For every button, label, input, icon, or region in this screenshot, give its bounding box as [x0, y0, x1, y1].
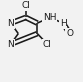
- Text: H: H: [60, 19, 66, 28]
- Text: N: N: [7, 19, 14, 28]
- Text: NH: NH: [43, 13, 57, 22]
- Text: Cl: Cl: [21, 1, 30, 10]
- Text: Cl: Cl: [43, 40, 52, 49]
- Text: O: O: [66, 29, 73, 38]
- Text: N: N: [7, 40, 14, 49]
